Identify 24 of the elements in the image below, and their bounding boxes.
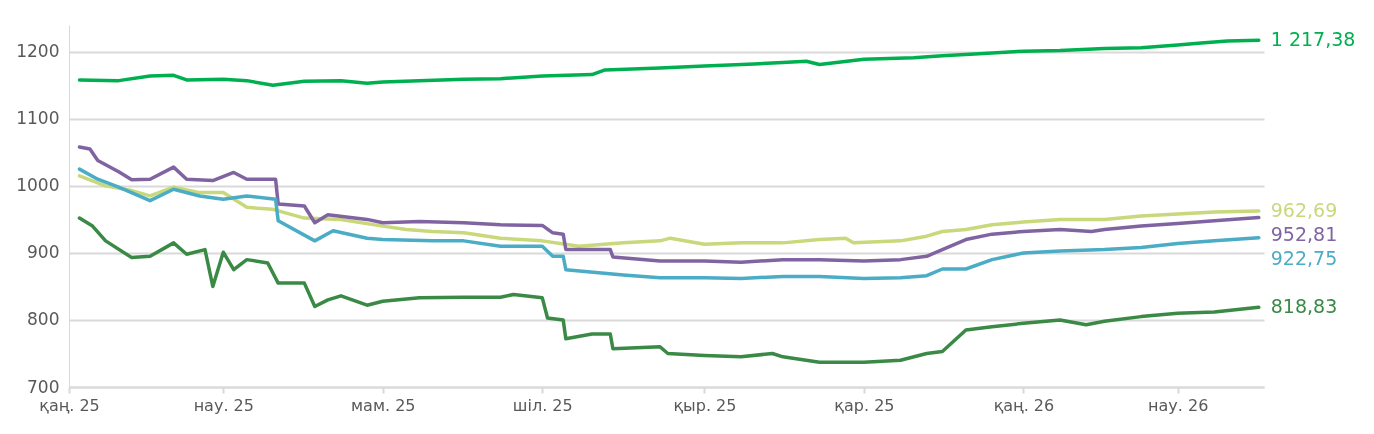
line-series — [77, 145, 1261, 265]
line-series — [77, 38, 1261, 88]
data-label: 922,75 — [1270, 246, 1338, 269]
y-tick-label: 1000 — [16, 175, 60, 196]
data-label: 962,69 — [1270, 198, 1338, 221]
line-series — [77, 174, 1261, 248]
y-tick-label: 700 — [27, 376, 60, 397]
data-label: 1 217,38 — [1270, 28, 1356, 51]
x-tick-label: нау. 25 — [193, 395, 254, 415]
y-tick-label: 900 — [27, 242, 60, 263]
x-tick-label: мам. 25 — [351, 395, 416, 415]
line-series — [77, 216, 1261, 364]
x-tick-label: қар. 25 — [834, 395, 895, 415]
x-tick-label: қаң. 25 — [39, 395, 100, 415]
y-tick-label: 800 — [27, 309, 60, 330]
x-tick-label: шіл. 25 — [512, 395, 573, 415]
x-tick-label: қыр. 25 — [673, 395, 737, 415]
data-label: 818,83 — [1270, 295, 1338, 318]
y-tick-label: 1100 — [16, 108, 60, 129]
x-tick-label: қаң. 26 — [993, 395, 1055, 415]
data-label: 952,81 — [1270, 222, 1338, 245]
x-tick-label: нау. 26 — [1148, 395, 1209, 415]
line-series — [77, 167, 1261, 281]
y-tick-label: 1200 — [16, 41, 60, 62]
